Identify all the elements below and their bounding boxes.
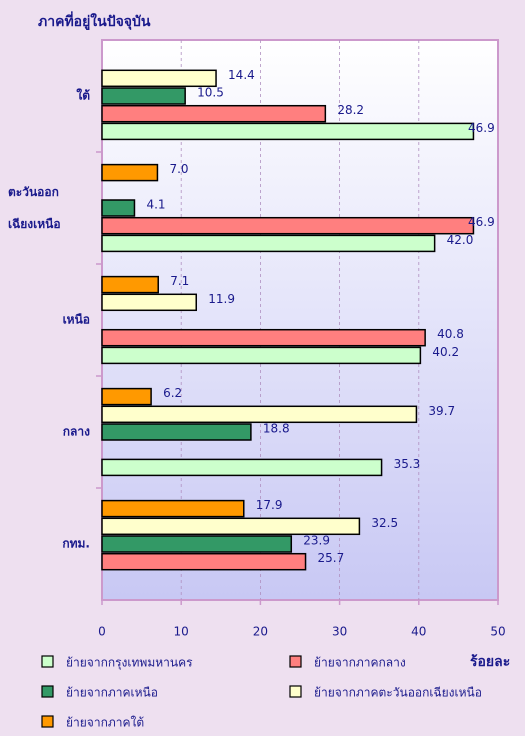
y-tick-label: ใต้ bbox=[76, 88, 90, 103]
value-label: 11.9 bbox=[208, 292, 235, 306]
value-label: 46.9 bbox=[468, 121, 495, 135]
value-label: 6.2 bbox=[163, 386, 182, 400]
bar bbox=[101, 552, 307, 571]
x-tick-label: 40 bbox=[411, 625, 426, 639]
bar bbox=[101, 293, 197, 312]
x-tick-label: 10 bbox=[174, 625, 189, 639]
value-label: 7.0 bbox=[169, 162, 188, 176]
value-label: 39.7 bbox=[428, 404, 455, 418]
y-tick-label: กทม. bbox=[62, 537, 90, 551]
legend-swatch bbox=[41, 655, 54, 668]
legend-swatch bbox=[41, 685, 54, 698]
value-label: 32.5 bbox=[371, 516, 398, 530]
bar bbox=[101, 275, 159, 294]
legend-swatch bbox=[41, 715, 54, 728]
value-label: 23.9 bbox=[303, 534, 330, 548]
legend-swatch bbox=[289, 655, 302, 668]
bar bbox=[101, 87, 186, 105]
bar bbox=[101, 216, 475, 235]
bar bbox=[101, 199, 136, 217]
legend-label: ย้ายจากกรุงเทพมหานคร bbox=[66, 656, 193, 671]
bar bbox=[101, 405, 418, 424]
x-tick-label: 30 bbox=[332, 625, 347, 639]
value-label: 7.1 bbox=[170, 274, 189, 288]
value-label: 14.4 bbox=[228, 68, 255, 82]
bar bbox=[101, 163, 159, 182]
legend-label: ย้ายจากภาคเหนือ bbox=[66, 686, 158, 700]
bar bbox=[101, 499, 245, 518]
bar bbox=[101, 535, 293, 553]
x-tick-label: 0 bbox=[98, 625, 106, 639]
bar bbox=[101, 458, 383, 477]
bar bbox=[101, 387, 152, 406]
y-tick-label: เหนือ bbox=[63, 313, 90, 327]
chart-title: ภาคที่อยู่ในปัจจุบัน bbox=[38, 11, 151, 30]
x-axis-label: ร้อยละ bbox=[470, 654, 510, 670]
value-label: 4.1 bbox=[146, 198, 165, 212]
x-tick-label: 20 bbox=[253, 625, 268, 639]
bar bbox=[101, 346, 422, 365]
legend-label: ย้ายจากภาคตะวันออกเฉียงเหนือ bbox=[314, 686, 482, 700]
bar bbox=[101, 69, 217, 88]
value-label: 25.7 bbox=[318, 551, 345, 565]
bar bbox=[101, 104, 327, 123]
value-label: 28.2 bbox=[337, 103, 364, 117]
value-label: 10.5 bbox=[197, 86, 224, 100]
y-tick-label: กลาง bbox=[63, 425, 90, 439]
bar bbox=[101, 328, 426, 347]
bar bbox=[101, 234, 436, 253]
bar bbox=[101, 122, 475, 141]
value-label: 40.8 bbox=[437, 327, 464, 341]
value-label: 17.9 bbox=[256, 498, 283, 512]
value-label: 18.8 bbox=[263, 422, 290, 436]
y-tick-label: ตะวันออกเฉียงเหนือ bbox=[8, 185, 61, 231]
legend-swatch bbox=[289, 685, 302, 698]
x-tick-label: 50 bbox=[490, 625, 505, 639]
legend-label: ย้ายจากภาคกลาง bbox=[314, 656, 406, 670]
value-label: 46.9 bbox=[468, 215, 495, 229]
bar bbox=[101, 423, 252, 441]
value-label: 42.0 bbox=[447, 233, 474, 247]
value-label: 35.3 bbox=[394, 457, 421, 471]
bar bbox=[101, 517, 361, 536]
value-label: 40.2 bbox=[432, 345, 459, 359]
legend-label: ย้ายจากภาคใต้ bbox=[66, 716, 144, 730]
